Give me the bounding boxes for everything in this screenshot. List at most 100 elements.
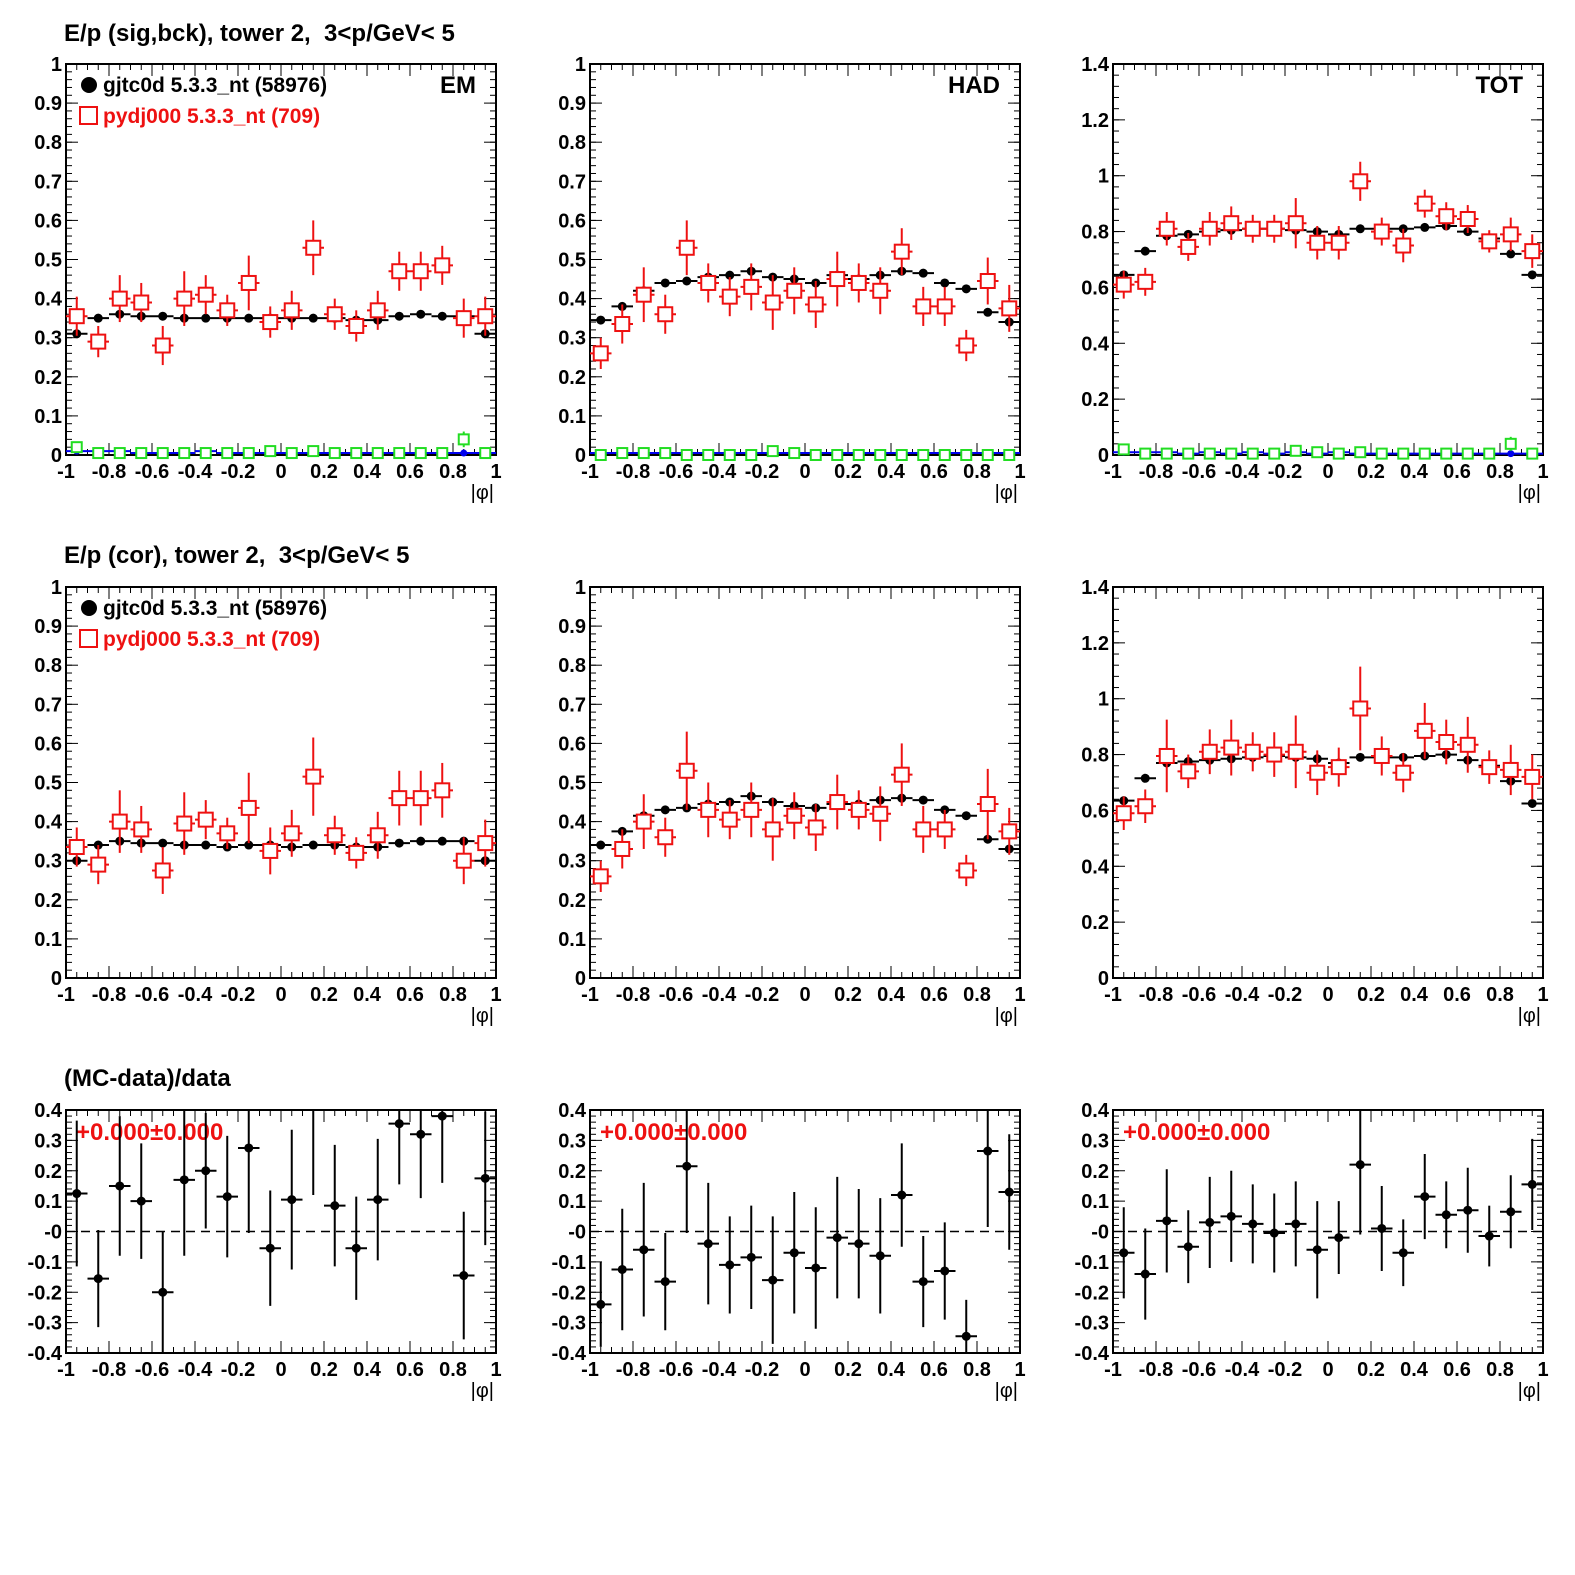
corner-label: EM (440, 72, 476, 99)
x-tick-label: -0.8 (92, 984, 126, 1006)
bck-mc-point (135, 447, 148, 460)
x-tick-label: -0.6 (135, 1359, 169, 1381)
bck-mc-point (113, 447, 126, 460)
y-tick-label: 0 (51, 968, 62, 990)
x-tick-label: 0.6 (396, 461, 424, 483)
y-tick-label: 0.4 (558, 1100, 587, 1122)
x-tick-label: -0.2 (1268, 461, 1302, 483)
x-tick-label: 0 (275, 1359, 286, 1381)
series-square (590, 731, 1020, 892)
series-ratio (590, 1110, 1020, 1353)
mc-point (68, 308, 85, 325)
y-tick-label: 0.6 (34, 210, 62, 232)
mc-point (90, 333, 107, 350)
mc-point (305, 768, 322, 785)
ratio-point (1269, 1228, 1279, 1238)
bck-mc-point (178, 447, 191, 460)
y-tick-label: 1 (1098, 166, 1109, 188)
y-tick-label: 0.5 (34, 773, 62, 795)
mc-point (283, 302, 300, 319)
ratio-point (115, 1181, 125, 1191)
mc-point (1416, 195, 1433, 212)
ratio-point (179, 1175, 189, 1185)
data-point (1140, 773, 1150, 783)
ratio-point (158, 1287, 168, 1297)
ratio-point (1119, 1248, 1129, 1258)
ratio-point (351, 1243, 361, 1253)
bck-mc-point (1225, 447, 1238, 460)
y-tick-label: 0.2 (558, 890, 586, 912)
legend-marker-mc (79, 106, 98, 125)
mc-point (391, 263, 408, 280)
bck-mc-point (1003, 449, 1016, 461)
x-tick-label: 0.4 (1400, 1359, 1429, 1381)
y-tick-label: -0.1 (552, 1252, 586, 1274)
mc-point (1438, 208, 1455, 225)
x-tick-label: 0.8 (963, 984, 991, 1006)
x-tick-label: -1 (581, 461, 599, 483)
panel-2-1: -0.4 -0.3 -0.2 -0.1 -0 0.1 0.2 0.3 0.4 -1 -0.8 -0.6… (552, 1100, 1026, 1402)
ratio-point (1355, 1160, 1365, 1170)
bck-mc-point (1418, 447, 1431, 460)
data-point (244, 313, 254, 323)
ratio-point (1398, 1248, 1408, 1258)
bck-mc-point (307, 445, 320, 458)
x-tick-label: 0.4 (1400, 984, 1429, 1006)
bck-mc-point (1268, 447, 1281, 460)
data-point (437, 836, 447, 846)
mc-point (262, 314, 279, 331)
mc-point (1459, 736, 1476, 753)
mc-point (1309, 764, 1326, 781)
row-title-top: E/p (sig,bck), tower 2, 3<p/GeV< 5 (64, 20, 455, 47)
mc-point (111, 813, 128, 830)
x-tick-label: 0.4 (353, 1359, 382, 1381)
bck-mc-point (917, 449, 930, 461)
x-tick-label: -0.6 (135, 461, 169, 483)
x-tick-label: -0.8 (1139, 984, 1173, 1006)
ratio-point (1183, 1242, 1193, 1252)
x-tick-label: -0.8 (92, 461, 126, 483)
mc-point (657, 829, 674, 846)
bck-mc-point (1139, 447, 1152, 460)
row-title-bottom: (MC-data)/data (64, 1065, 231, 1092)
ratio-point (394, 1119, 404, 1129)
plot-frame (589, 63, 1021, 456)
y-tick-label: 0.3 (34, 328, 62, 350)
legend-label-mc: pydj000 5.3.3_nt (709) (103, 105, 320, 128)
legend-label-data: gjtc0d 5.3.3_nt (58976) (103, 74, 327, 97)
mc-point (1115, 276, 1132, 293)
mc-point (176, 290, 193, 307)
data-point (158, 311, 168, 321)
bck-mc-point (350, 447, 363, 460)
x-tick-label: 0.6 (1443, 984, 1471, 1006)
ratio-point (330, 1201, 340, 1211)
ratio-point (789, 1248, 799, 1258)
x-tick-label: 1 (1537, 461, 1548, 483)
x-tick-label: 0.2 (1357, 1359, 1385, 1381)
mc-point (1330, 234, 1347, 251)
mc-point (412, 263, 429, 280)
x-tick-label: -0.8 (1139, 1359, 1173, 1381)
mc-point (915, 298, 932, 315)
x-tick-label: -0.4 (1225, 461, 1260, 483)
x-tick-label: 0 (799, 461, 810, 483)
bck-mc-point (1117, 443, 1130, 456)
mc-point (1201, 220, 1218, 237)
ratio-point (596, 1299, 606, 1309)
bck-data-point (460, 449, 468, 457)
x-tick-label: -0.8 (616, 984, 650, 1006)
bck-mc-point (1289, 444, 1302, 457)
x-tick-label: 0.8 (963, 461, 991, 483)
y-tick-label: -0 (568, 1222, 586, 1244)
bck-mc-point (414, 447, 427, 460)
x-tick-label: -0.6 (135, 984, 169, 1006)
legend-marker-mc (79, 629, 98, 648)
y-tick-label: 0.1 (558, 406, 586, 428)
y-tick-label: 0.1 (558, 1191, 586, 1213)
y-tick-label: 0.9 (558, 616, 586, 638)
mc-point (1180, 763, 1197, 780)
mc-point (1244, 743, 1261, 760)
mc-point (958, 862, 975, 879)
x-axis-label: |φ| (1518, 1005, 1541, 1027)
